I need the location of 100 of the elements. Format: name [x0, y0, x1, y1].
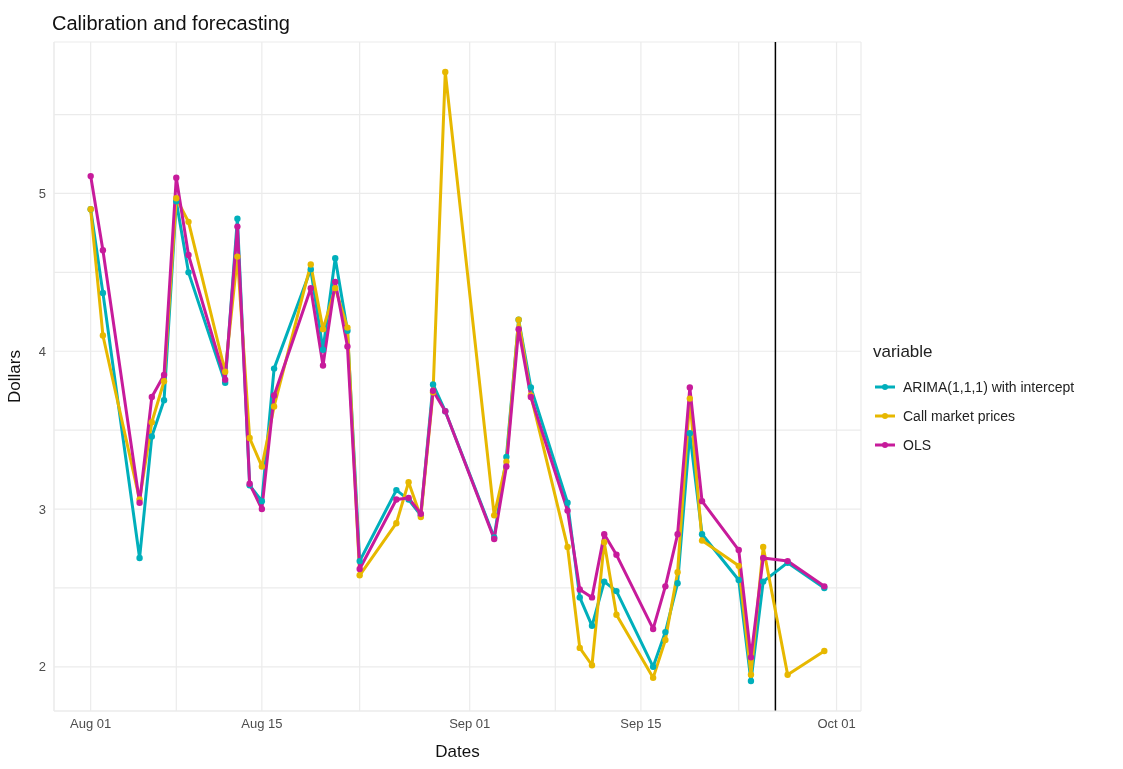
point	[221, 368, 229, 375]
point	[332, 278, 339, 286]
point	[649, 663, 657, 671]
point	[185, 218, 192, 226]
point	[393, 486, 400, 494]
point	[503, 453, 510, 461]
point	[759, 578, 767, 585]
point	[356, 565, 363, 573]
point	[393, 496, 400, 503]
point	[356, 557, 363, 565]
legend-label: ARIMA(1,1,1) with intercept	[903, 378, 1075, 395]
point	[270, 392, 278, 399]
point	[258, 505, 266, 513]
point	[588, 594, 596, 601]
point	[148, 419, 156, 426]
point	[662, 636, 669, 644]
point	[613, 551, 620, 558]
point	[576, 644, 583, 652]
point	[613, 611, 620, 618]
point	[759, 543, 767, 551]
point	[649, 674, 657, 682]
point	[747, 671, 755, 678]
point	[698, 497, 706, 505]
point	[185, 251, 192, 259]
point	[234, 215, 241, 222]
point	[686, 430, 694, 437]
point	[747, 677, 755, 685]
point	[686, 384, 694, 391]
x-tick-label: Sep 01	[449, 716, 491, 732]
point	[503, 463, 510, 470]
point	[759, 554, 767, 562]
y-tick-label: 2	[38, 659, 46, 675]
point	[332, 284, 339, 292]
x-tick-label: Aug 01	[70, 716, 112, 732]
point	[160, 396, 168, 404]
point	[99, 247, 107, 254]
point	[674, 568, 681, 576]
point	[307, 284, 314, 292]
point	[136, 554, 143, 562]
y-axis-title: Dollars	[5, 350, 25, 403]
point	[148, 393, 156, 401]
y-tick-label: 4	[38, 343, 46, 359]
point	[270, 403, 278, 410]
point	[698, 537, 706, 544]
point	[674, 580, 681, 587]
x-tick-label: Oct 01	[817, 716, 856, 732]
point	[576, 586, 583, 593]
point	[356, 572, 363, 579]
point	[185, 269, 192, 276]
point	[429, 381, 437, 388]
point	[258, 497, 266, 505]
point	[307, 261, 314, 268]
point	[270, 365, 278, 372]
point	[564, 543, 571, 551]
point	[173, 174, 180, 181]
point	[258, 463, 266, 470]
point	[821, 647, 828, 655]
point	[735, 562, 742, 570]
point	[246, 434, 253, 442]
y-tick-label: 3	[38, 501, 46, 517]
point	[576, 594, 583, 601]
point	[393, 520, 400, 527]
point	[747, 654, 755, 661]
x-tick-label: Sep 15	[620, 716, 662, 732]
point	[662, 628, 669, 636]
point	[319, 346, 327, 353]
x-axis-title: Dates	[435, 742, 480, 761]
point	[735, 576, 742, 584]
legend-label: OLS	[903, 436, 932, 453]
chart-title: Calibration and forecasting	[51, 11, 291, 36]
x-tick-label: Aug 15	[241, 716, 283, 732]
point	[99, 289, 107, 297]
point	[160, 378, 168, 385]
legend-label: Call market prices	[903, 407, 1016, 424]
point	[234, 253, 241, 260]
point	[332, 254, 339, 262]
point	[234, 223, 241, 230]
point	[319, 325, 327, 333]
point	[442, 68, 449, 76]
point	[148, 433, 156, 440]
point	[87, 172, 94, 180]
point	[662, 583, 669, 590]
point	[698, 531, 706, 538]
point	[490, 512, 498, 519]
point	[319, 362, 327, 369]
point	[564, 507, 571, 514]
point	[344, 343, 351, 350]
point	[588, 662, 596, 669]
point	[601, 578, 608, 585]
point	[686, 395, 694, 402]
point	[784, 671, 791, 678]
point	[527, 384, 535, 391]
point	[405, 479, 412, 486]
point	[564, 499, 571, 506]
point	[613, 587, 620, 595]
point	[160, 371, 168, 379]
point	[735, 546, 742, 554]
y-tick-label: 5	[38, 186, 46, 202]
point	[601, 538, 608, 546]
point	[601, 531, 608, 538]
